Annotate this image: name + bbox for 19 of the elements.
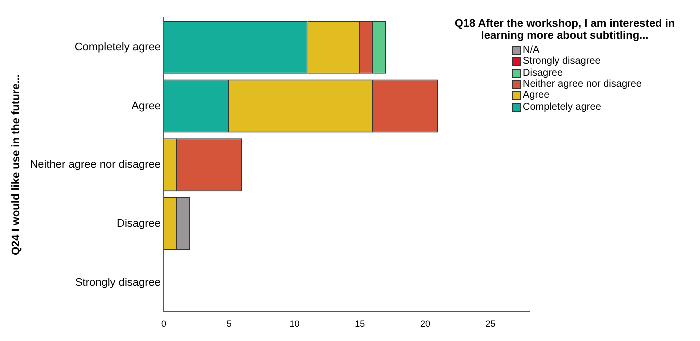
legend-label: Agree (523, 90, 550, 102)
x-tick-label: 10 (290, 319, 300, 330)
x-tick-label: 0 (162, 319, 167, 330)
legend-label: Disagree (523, 68, 564, 79)
x-tick-label: 5 (226, 319, 232, 330)
x-tick-label: 25 (486, 319, 496, 330)
x-tick-label: 20 (420, 319, 430, 330)
y-tick-label: Disagree (117, 218, 162, 230)
y-tick-label: Strongly disagree (75, 276, 162, 289)
legend-title: Q18 After the workshop, I am interested in learning more about subtitling... (454, 18, 676, 42)
y-tick-label: Agree (132, 100, 162, 112)
legend-label: Neither agree nor disagree (523, 79, 642, 90)
y-tick-label: Neither agree nor disagree (30, 159, 162, 172)
x-tick-label: 15 (355, 319, 366, 330)
legend-label: N/A (523, 45, 540, 56)
y-tick-label: Completely agree (74, 41, 162, 54)
y-axis-title: Q24 I would like use in the future... (10, 74, 23, 256)
legend-label: Strongly disagree (523, 56, 601, 68)
legend-label: Completely agree (523, 102, 602, 113)
